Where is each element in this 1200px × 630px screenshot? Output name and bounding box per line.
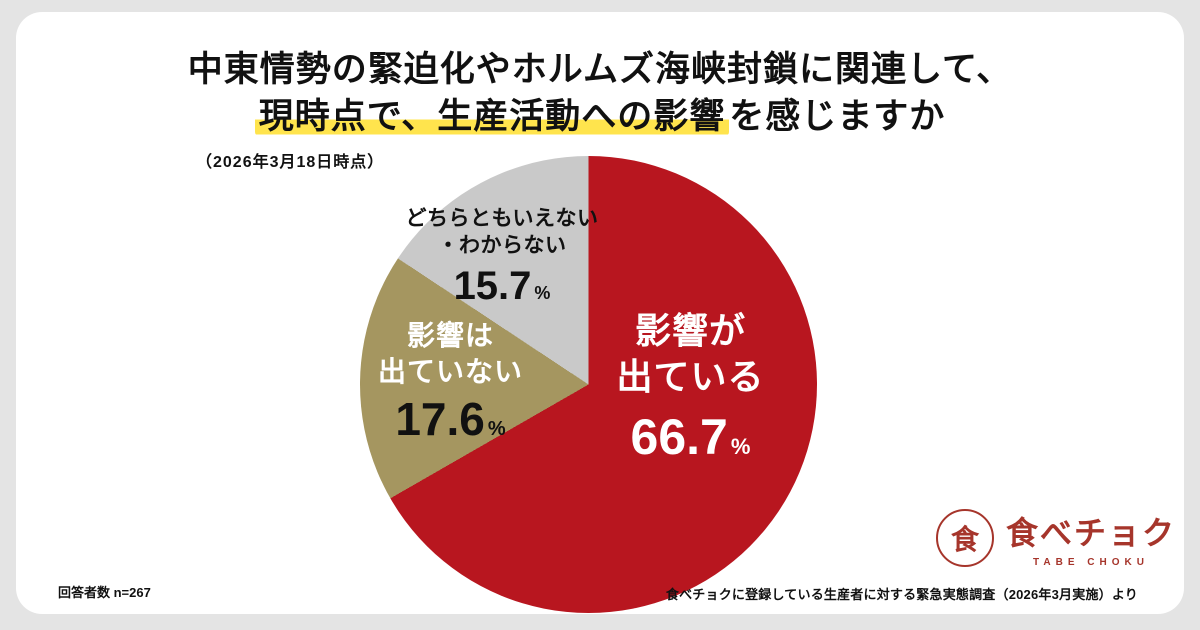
slice-value: 66.7% [630, 409, 751, 466]
slice-label-affected: 影響が 出ている 66.7% [608, 308, 773, 465]
title-line2-rest: を感じますか [729, 97, 946, 137]
slice-label-text: 影響が [634, 310, 746, 351]
percent-sign: % [534, 282, 551, 303]
slice-label-text: 出ている [616, 356, 765, 398]
date-note: （2026年3月18日時点） [196, 154, 385, 171]
title-line1: 中東情勢の緊迫化やホルムズ海峡封鎖に関連して、 [187, 50, 1013, 89]
tabechoku-logo: 食 食べチョク TABE CHOKU [936, 508, 1176, 568]
logo-text: 食べチョク TABE CHOKU [1006, 508, 1176, 568]
slice-label-text: ・わからない [437, 233, 567, 257]
title-highlight: 現時点で、生産活動への影響 [254, 97, 730, 137]
card: 中東情勢の緊迫化やホルムズ海峡封鎖に関連して、 現時点で、生産活動への影響 を感じ… [16, 12, 1184, 614]
title-line2: 現時点で、生産活動への影響 を感じますか [16, 93, 1184, 140]
tabechoku-logo-icon: 食 [936, 509, 994, 567]
slice-label-text: 出ていない [377, 355, 523, 387]
logo-glyph: 食 [950, 524, 979, 555]
respondents-count: 回答者数 n=267 [58, 585, 151, 600]
source-note: 食べチョクに登録している生産者に対する緊急実態調査（2026年3月実施）より [665, 587, 1138, 602]
slice-label-text: どちらともいえない [405, 207, 599, 230]
slice-value: 15.7% [453, 263, 551, 308]
pie-chart [360, 156, 817, 613]
slice-label-not-affected: 影響は 出ていない 17.6% [368, 318, 533, 444]
slice-label-text: 影響は [406, 320, 494, 351]
chart-title: 中東情勢の緊迫化やホルムズ海峡封鎖に関連して、 現時点で、生産活動への影響 を感じ… [16, 46, 1184, 141]
slice-value: 17.6% [395, 392, 506, 445]
slice-label-neither: どちらともいえない ・わからない 15.7% [396, 206, 608, 308]
percent-sign: % [487, 417, 506, 440]
logo-subtitle: TABE CHOKU [1033, 557, 1149, 568]
logo-name: 食べチョク [1006, 515, 1177, 551]
percent-sign: % [730, 434, 751, 460]
